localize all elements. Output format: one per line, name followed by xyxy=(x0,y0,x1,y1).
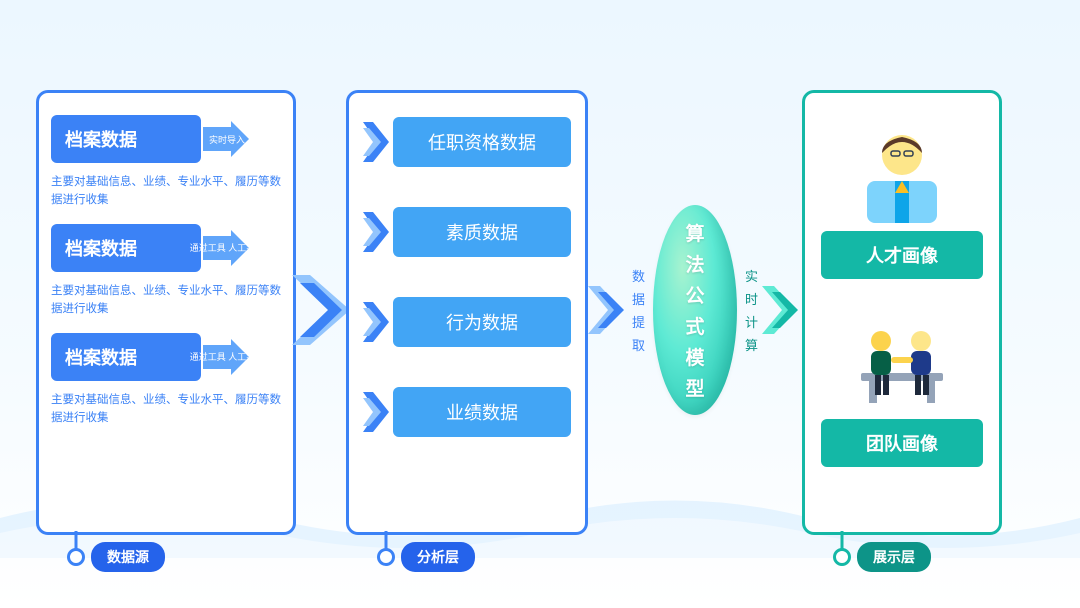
source-item-desc: 主要对基础信息、业绩、专业水平、履历等数据进行收集 xyxy=(51,391,281,428)
source-item-arrow-label: 实时导入 xyxy=(207,133,245,146)
panel-label-text: 数据源 xyxy=(91,542,165,572)
algorithm-oval: 算法公式模型 xyxy=(653,205,737,415)
chevron-icon xyxy=(363,212,389,252)
display-item-talent: 人才画像 xyxy=(821,113,983,279)
source-item-arrow-label: 通过工具 人工导入 xyxy=(188,241,265,254)
connector-label-extract: 数据提取 xyxy=(632,266,645,354)
panel-label-source: 数据源 xyxy=(67,542,165,572)
arrow-source-to-analysis xyxy=(292,275,350,345)
display-item-team: 团队画像 xyxy=(821,301,983,467)
panel-label-analysis: 分析层 xyxy=(377,542,475,572)
panel-label-text: 展示层 xyxy=(857,542,931,572)
source-item-desc: 主要对基础信息、业绩、专业水平、履历等数据进行收集 xyxy=(51,282,281,319)
source-item-title: 档案数据 xyxy=(51,333,201,381)
panel-display: 人才画像 xyxy=(802,90,1002,535)
chevron-icon xyxy=(363,122,389,162)
source-item-arrow: 通过工具 人工导入 xyxy=(203,230,249,266)
source-item-arrow: 实时导入 xyxy=(203,121,249,157)
ring-icon xyxy=(377,548,395,566)
display-item-title: 团队画像 xyxy=(821,419,983,467)
person-illustration xyxy=(847,113,957,223)
display-item-title: 人才画像 xyxy=(821,231,983,279)
connector-analysis-to-oval: 数据提取 算法公式模型 实时计算 xyxy=(588,205,802,415)
ring-icon xyxy=(833,548,851,566)
source-item-title: 档案数据 xyxy=(51,224,201,272)
source-item-arrow-label: 通过工具 人工导入 xyxy=(188,350,265,363)
algorithm-oval-text: 算法公式模型 xyxy=(686,219,705,401)
analysis-item: 业绩数据 xyxy=(393,387,571,437)
analysis-item: 行为数据 xyxy=(393,297,571,347)
double-arrow-icon xyxy=(588,286,628,334)
panel-label-text: 分析层 xyxy=(401,542,475,572)
connector-label-compute: 实时计算 xyxy=(745,266,758,354)
chevron-icon xyxy=(363,302,389,342)
analysis-item: 素质数据 xyxy=(393,207,571,257)
team-illustration xyxy=(847,301,957,411)
diagram-root: 档案数据 实时导入 主要对基础信息、业绩、专业水平、履历等数据进行收集 档案数据… xyxy=(36,90,1044,570)
panel-data-source: 档案数据 实时导入 主要对基础信息、业绩、专业水平、履历等数据进行收集 档案数据… xyxy=(36,90,296,535)
source-item-arrow: 通过工具 人工导入 xyxy=(203,339,249,375)
source-item-desc: 主要对基础信息、业绩、专业水平、履历等数据进行收集 xyxy=(51,173,281,210)
panel-label-display: 展示层 xyxy=(833,542,931,572)
ring-icon xyxy=(67,548,85,566)
double-arrow-icon xyxy=(762,286,802,334)
panel-analysis: 任职资格数据 素质数据 行为数据 业绩数据 分析层 xyxy=(346,90,588,535)
source-item-title: 档案数据 xyxy=(51,115,201,163)
chevron-icon xyxy=(363,392,389,432)
analysis-item: 任职资格数据 xyxy=(393,117,571,167)
